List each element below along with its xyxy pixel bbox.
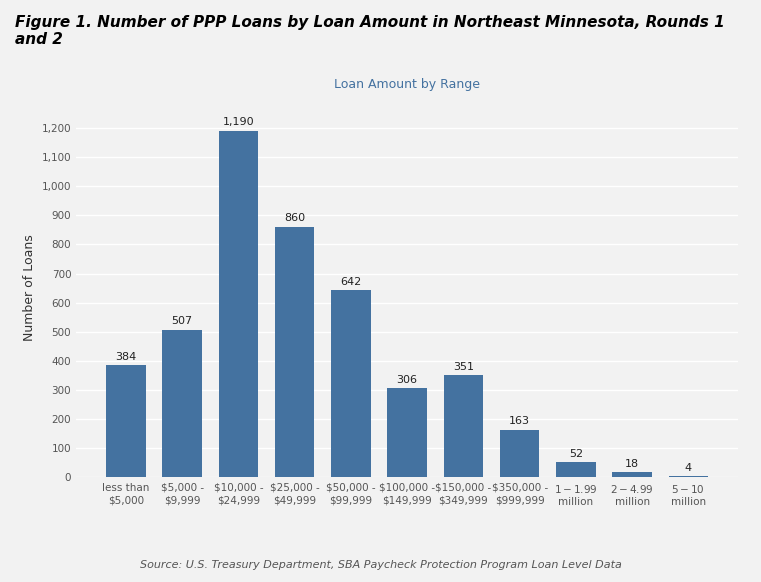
- Text: 642: 642: [340, 277, 361, 287]
- Text: 860: 860: [284, 214, 305, 223]
- Bar: [669, 476, 708, 477]
- Bar: [500, 430, 540, 477]
- Text: 52: 52: [568, 449, 583, 459]
- Text: 163: 163: [509, 416, 530, 426]
- Text: 18: 18: [625, 459, 639, 469]
- Title: Loan Amount by Range: Loan Amount by Range: [334, 78, 480, 91]
- Text: 507: 507: [171, 316, 193, 326]
- Text: Source: U.S. Treasury Department, SBA Paycheck Protection Program Loan Level Dat: Source: U.S. Treasury Department, SBA Pa…: [139, 560, 622, 570]
- Text: 306: 306: [396, 375, 418, 385]
- Bar: [331, 290, 371, 477]
- Text: 384: 384: [115, 352, 136, 362]
- Text: 4: 4: [685, 463, 692, 473]
- Bar: [556, 462, 596, 477]
- Bar: [162, 329, 202, 477]
- Bar: [444, 375, 483, 477]
- Bar: [107, 365, 145, 477]
- Text: Figure 1. Number of PPP Loans by Loan Amount in Northeast Minnesota, Rounds 1 an: Figure 1. Number of PPP Loans by Loan Am…: [15, 15, 725, 47]
- Bar: [613, 472, 652, 477]
- Bar: [387, 388, 427, 477]
- Bar: [275, 227, 314, 477]
- Text: 1,190: 1,190: [222, 118, 254, 127]
- Bar: [218, 131, 258, 477]
- Text: 351: 351: [453, 361, 474, 372]
- Y-axis label: Number of Loans: Number of Loans: [23, 235, 36, 342]
